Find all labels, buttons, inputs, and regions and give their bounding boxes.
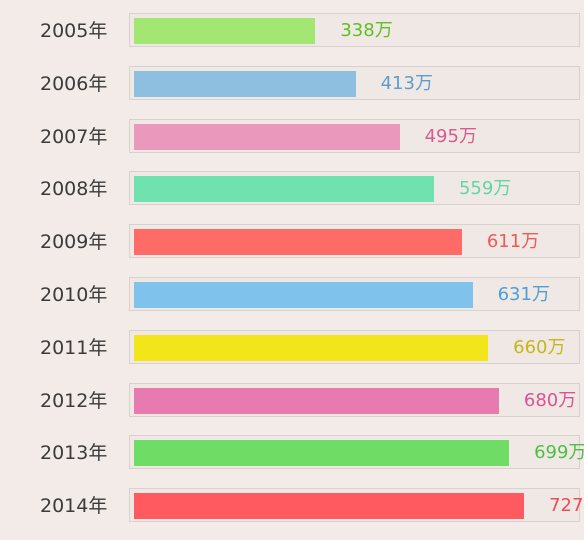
category-label: 2014年 xyxy=(40,495,108,518)
bar-track xyxy=(129,13,580,47)
bar xyxy=(134,334,489,361)
category-label: 2006年 xyxy=(40,72,108,95)
category-label: 2013年 xyxy=(40,442,108,465)
category-label: 2009年 xyxy=(40,231,108,254)
bar xyxy=(134,387,499,414)
bar-track xyxy=(129,118,580,153)
bar xyxy=(134,282,473,308)
bar-row: 2011年 660万 xyxy=(0,329,584,382)
bar xyxy=(134,176,434,203)
data-label: 660万 xyxy=(513,336,566,358)
bar-row: 2012年 680万 xyxy=(0,382,584,435)
bar-row: 2013年 699万 xyxy=(0,435,584,487)
category-label: 2007年 xyxy=(40,125,108,148)
bar-row: 2006年 413万 xyxy=(0,65,584,118)
category-label: 2012年 xyxy=(40,389,108,412)
bar xyxy=(134,440,510,467)
category-label: 2010年 xyxy=(40,284,108,306)
data-label: 680万 xyxy=(523,389,577,411)
bar-track xyxy=(129,171,580,206)
bar xyxy=(134,70,356,97)
bar xyxy=(134,229,462,256)
bar-row: 2007年 495万 xyxy=(0,118,584,171)
bar-track xyxy=(129,382,580,417)
data-label: 699万 xyxy=(534,442,584,464)
data-label: 727万 xyxy=(549,495,584,517)
bar-row: 2010年 631万 xyxy=(0,277,584,329)
bar-row: 2014年 727万 xyxy=(0,488,584,540)
data-label: 495万 xyxy=(424,125,477,147)
bar-track xyxy=(129,65,580,100)
data-label: 559万 xyxy=(458,178,512,200)
data-label: 631万 xyxy=(497,284,550,305)
category-label: 2008年 xyxy=(40,178,108,201)
bar xyxy=(134,123,400,150)
bar-track xyxy=(129,277,580,311)
data-label: 413万 xyxy=(380,72,433,94)
data-label: 338万 xyxy=(340,20,393,41)
bar xyxy=(134,18,316,44)
bar-row: 2008年 559万 xyxy=(0,171,584,223)
bar-chart: 2005年 338万 2006年 413万 2007年 495万 2008年 559万 2009… xyxy=(0,13,584,523)
bar-row: 2005年 338万 xyxy=(0,13,584,65)
bar-track xyxy=(129,488,580,523)
bar-track xyxy=(129,329,580,364)
bar-track xyxy=(129,224,580,259)
bar xyxy=(134,493,525,520)
category-label: 2005年 xyxy=(40,20,108,42)
bar-track xyxy=(129,435,580,470)
category-label: 2011年 xyxy=(40,336,108,359)
bar-row: 2009年 611万 xyxy=(0,224,584,276)
data-label: 611万 xyxy=(486,231,540,253)
